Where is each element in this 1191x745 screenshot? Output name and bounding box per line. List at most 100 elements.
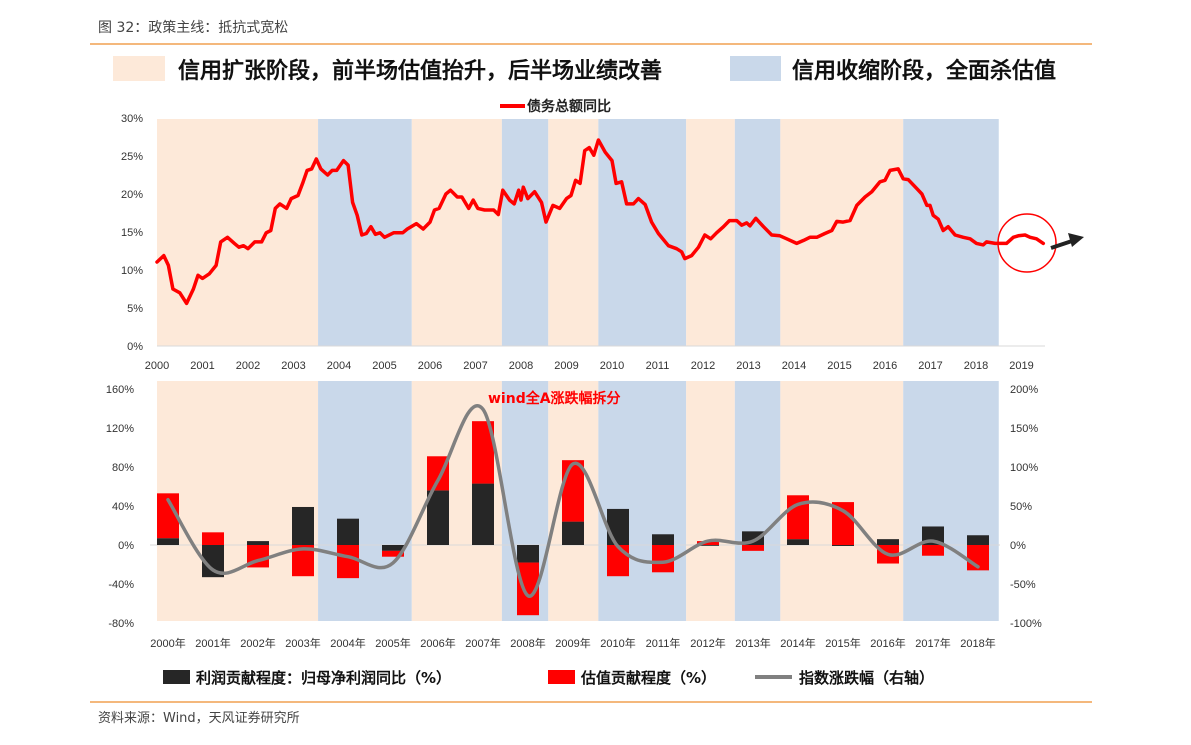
right-y-tick-label: 150% [1010, 423, 1038, 435]
profit-bar [247, 541, 269, 545]
top-x-tick-label: 2018 [964, 360, 988, 372]
top-y-tick-label: 5% [127, 303, 143, 315]
top-axes: 0% 5% 10% 15% 20% 25% 30% 2000 2001 2002 2003 2004 2… [121, 113, 1045, 372]
category-label: 2006年 [420, 636, 455, 650]
band-bottom-contraction [734, 381, 781, 621]
category-label: 2009年 [555, 636, 590, 650]
profit-bar [877, 539, 899, 545]
top-x-tick-label: 2003 [281, 360, 305, 372]
top-x-tick-label: 2006 [418, 360, 442, 372]
legend-valuation-swatch [548, 670, 575, 684]
category-label: 2015年 [825, 636, 860, 650]
band-bottom-expansion [686, 381, 735, 621]
valuation-bar [382, 550, 404, 557]
top-y-tick-label: 30% [121, 113, 143, 125]
top-x-tick-label: 2011 [646, 360, 670, 372]
valuation-bar [742, 545, 764, 551]
band-top-expansion [548, 119, 599, 346]
profit-bar [427, 490, 449, 545]
band-top-contraction [501, 119, 549, 346]
top-x-tick-label: 2013 [736, 360, 760, 372]
left-y-tick-label: 80% [112, 462, 134, 474]
profit-bar [517, 545, 539, 563]
valuation-bar [607, 545, 629, 577]
profit-bar [382, 545, 404, 551]
band-top-expansion [686, 119, 735, 346]
band-top-contraction [734, 119, 781, 346]
legend-debt-label: 债务总额同比 [527, 98, 611, 115]
valuation-bar [652, 545, 674, 573]
debt-growth-line [155, 138, 1046, 306]
category-label: 2017年 [915, 636, 950, 650]
source-note: 资料来源：Wind，天风证券研究所 [98, 710, 300, 726]
profit-bar [472, 483, 494, 545]
left-y-tick-label: 160% [106, 384, 134, 396]
profit-bar [157, 538, 179, 545]
top-y-tick-label: 20% [121, 189, 143, 201]
band-top-expansion [780, 119, 904, 346]
category-label: 2001年 [195, 636, 230, 650]
right-y-tick-label: -100% [1010, 618, 1042, 630]
expansion-label: 信用扩张阶段，前半场估值抬升，后半场业绩改善 [178, 58, 662, 84]
legend-valuation-label: 估值贡献程度（%） [580, 669, 716, 687]
top-x-tick-label: 2002 [236, 360, 260, 372]
profit-bar [697, 545, 719, 546]
category-label: 2012年 [690, 636, 725, 650]
category-label: 2010年 [600, 636, 635, 650]
figure-title: 图 32：政策主线：抵抗式宽松 [98, 19, 288, 36]
top-y-tick-label: 15% [121, 227, 143, 239]
right-y-tick-label: 100% [1010, 462, 1038, 474]
category-label: 2003年 [285, 636, 320, 650]
valuation-bar [472, 421, 494, 484]
top-series [155, 138, 1046, 306]
top-x-tick-label: 2000 [145, 360, 169, 372]
valuation-bar [697, 541, 719, 545]
top-x-tick-label: 2004 [327, 360, 351, 372]
top-x-tick-label: 2015 [827, 360, 851, 372]
top-x-tick-label: 2017 [918, 360, 942, 372]
profit-bar [967, 535, 989, 545]
right-y-tick-label: 50% [1010, 501, 1032, 513]
index-change-line [166, 404, 980, 598]
top-x-tick-label: 2009 [554, 360, 578, 372]
top-x-tick-label: 2007 [463, 360, 487, 372]
bottom-bars [157, 421, 989, 616]
top-x-tick-label: 2010 [600, 360, 624, 372]
category-label: 2007年 [465, 636, 500, 650]
profit-bar [562, 521, 584, 545]
valuation-bar [427, 456, 449, 491]
valuation-bar [517, 562, 539, 616]
top-y-tick-label: 25% [121, 151, 143, 163]
left-y-tick-label: 40% [112, 501, 134, 513]
band-top-expansion [411, 119, 502, 346]
top-x-tick-label: 2001 [190, 360, 214, 372]
valuation-bar [337, 545, 359, 579]
right-y-tick-label: 200% [1010, 384, 1038, 396]
category-label: 2002年 [240, 636, 275, 650]
profit-bar [787, 539, 809, 545]
category-label: 2011年 [646, 636, 681, 650]
profit-bar [292, 506, 314, 545]
profit-bar [202, 545, 224, 578]
left-y-tick-label: -40% [108, 579, 134, 591]
category-label: 2016年 [870, 636, 905, 650]
trend-arrow-icon [1050, 233, 1084, 250]
bottom-chart-title: wind全A涨跌幅拆分 [488, 390, 621, 407]
contraction-label: 信用收缩阶段，全面杀估值 [792, 58, 1056, 84]
left-y-tick-label: -80% [108, 618, 134, 630]
right-y-tick-label: -50% [1010, 579, 1036, 591]
category-label: 2008年 [510, 636, 545, 650]
profit-bar [607, 508, 629, 545]
band-bottom-expansion [157, 381, 319, 621]
top-x-tick-label: 2005 [372, 360, 396, 372]
band-bottom-contraction [598, 381, 687, 621]
top-x-tick-label: 2014 [782, 360, 806, 372]
category-label: 2013年 [735, 636, 770, 650]
band-bottom-contraction [318, 381, 412, 621]
top-y-tick-label: 0% [127, 341, 143, 353]
legend-profit-swatch [163, 670, 190, 684]
band-top-contraction [598, 119, 687, 346]
top-x-tick-label: 2019 [1009, 360, 1033, 372]
left-y-tick-label: 0% [118, 540, 134, 552]
